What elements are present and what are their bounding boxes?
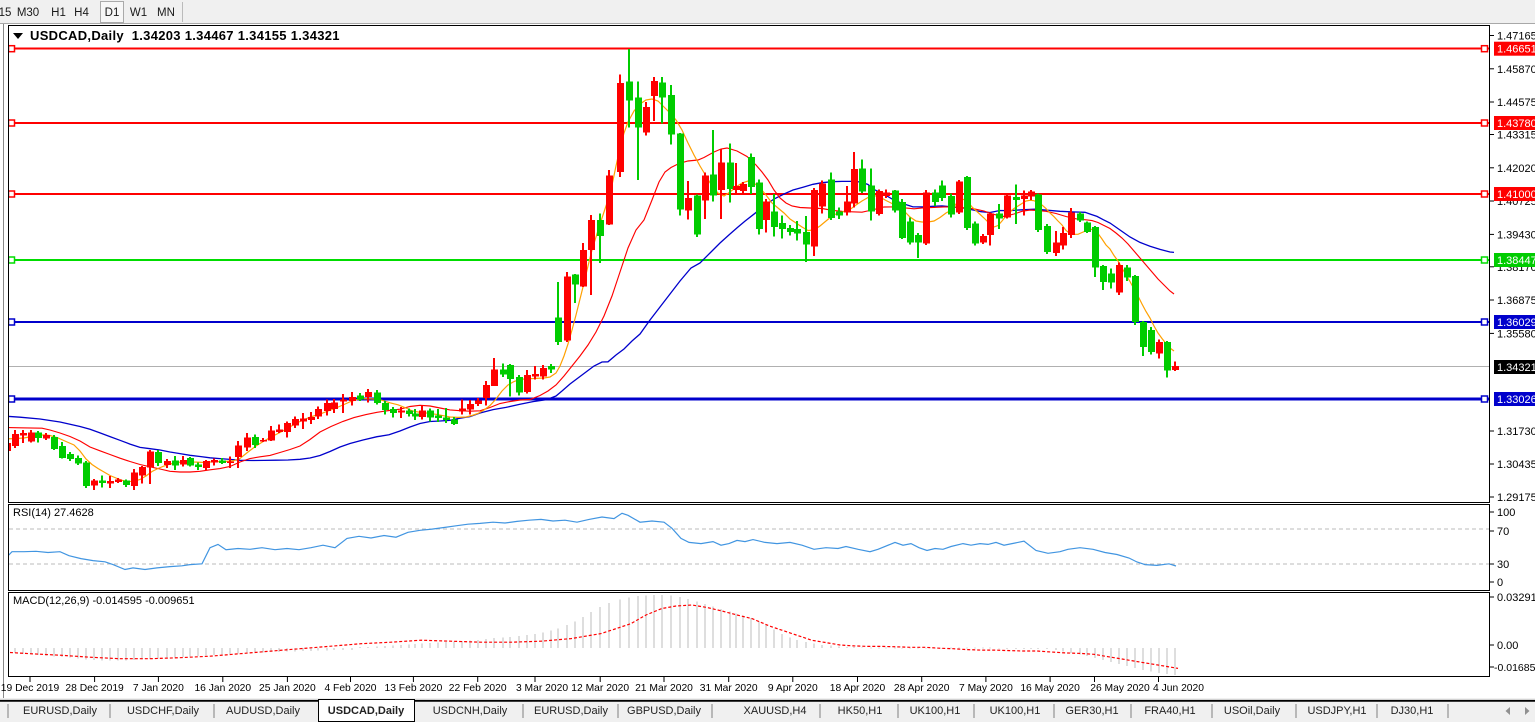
svg-text:16 Jan 2020: 16 Jan 2020 bbox=[194, 683, 251, 694]
svg-text:12 Mar 2020: 12 Mar 2020 bbox=[571, 683, 629, 694]
svg-text:RSI(14) 27.4628: RSI(14) 27.4628 bbox=[13, 507, 94, 519]
svg-text:DJ30,H1: DJ30,H1 bbox=[1391, 705, 1434, 717]
svg-text:1.30435: 1.30435 bbox=[1497, 459, 1535, 471]
svg-text:HK50,H1: HK50,H1 bbox=[838, 705, 883, 717]
svg-text:H4: H4 bbox=[74, 7, 89, 19]
svg-text:MACD(12,26,9) -0.014595 -0.009: MACD(12,26,9) -0.014595 -0.009651 bbox=[13, 595, 195, 607]
svg-text:GBPUSD,Daily: GBPUSD,Daily bbox=[627, 705, 701, 717]
svg-text:-0.016857: -0.016857 bbox=[1494, 662, 1535, 674]
svg-text:100: 100 bbox=[1497, 507, 1515, 519]
svg-text:3 Mar 2020: 3 Mar 2020 bbox=[516, 683, 568, 694]
svg-text:USOil,Daily: USOil,Daily bbox=[1224, 705, 1281, 717]
svg-text:1.33026: 1.33026 bbox=[1497, 394, 1535, 406]
svg-text:1.43780: 1.43780 bbox=[1497, 118, 1535, 130]
svg-text:70: 70 bbox=[1497, 526, 1509, 538]
svg-text:EURUSD,Daily: EURUSD,Daily bbox=[534, 705, 608, 717]
svg-text:15: 15 bbox=[0, 7, 11, 19]
svg-text:1.29175: 1.29175 bbox=[1497, 492, 1535, 504]
svg-text:M30: M30 bbox=[17, 7, 39, 19]
svg-text:21 Mar 2020: 21 Mar 2020 bbox=[635, 683, 693, 694]
svg-text:13 Feb 2020: 13 Feb 2020 bbox=[384, 683, 442, 694]
svg-text:AUDUSD,Daily: AUDUSD,Daily bbox=[226, 705, 300, 717]
svg-text:28 Dec 2019: 28 Dec 2019 bbox=[65, 683, 124, 694]
svg-text:1.45870: 1.45870 bbox=[1497, 64, 1535, 76]
svg-text:1.46651: 1.46651 bbox=[1497, 44, 1535, 56]
svg-text:1.44575: 1.44575 bbox=[1497, 97, 1535, 109]
svg-text:USDJPY,H1: USDJPY,H1 bbox=[1307, 705, 1366, 717]
svg-text:4 Feb 2020: 4 Feb 2020 bbox=[324, 683, 376, 694]
svg-text:1.38447: 1.38447 bbox=[1497, 255, 1535, 267]
svg-text:1.34321: 1.34321 bbox=[1497, 362, 1535, 374]
svg-text:UK100,H1: UK100,H1 bbox=[910, 705, 961, 717]
svg-text:7 May 2020: 7 May 2020 bbox=[959, 683, 1013, 694]
svg-text:MN: MN bbox=[157, 7, 175, 19]
svg-text:7 Jan 2020: 7 Jan 2020 bbox=[133, 683, 184, 694]
svg-text:22 Feb 2020: 22 Feb 2020 bbox=[449, 683, 507, 694]
svg-text:28 Apr 2020: 28 Apr 2020 bbox=[894, 683, 950, 694]
svg-text:USDCNH,Daily: USDCNH,Daily bbox=[433, 705, 508, 717]
svg-text:26 May 2020: 26 May 2020 bbox=[1090, 683, 1150, 694]
svg-text:EURUSD,Daily: EURUSD,Daily bbox=[23, 705, 97, 717]
svg-text:19 Dec 2019: 19 Dec 2019 bbox=[1, 683, 60, 694]
svg-text:GER30,H1: GER30,H1 bbox=[1065, 705, 1118, 717]
svg-text:0: 0 bbox=[1497, 577, 1503, 589]
svg-text:9 Apr 2020: 9 Apr 2020 bbox=[768, 683, 818, 694]
svg-text:16 May 2020: 16 May 2020 bbox=[1020, 683, 1080, 694]
svg-text:1.36029: 1.36029 bbox=[1497, 317, 1535, 329]
svg-text:1.31730: 1.31730 bbox=[1497, 426, 1535, 438]
svg-text:H1: H1 bbox=[51, 7, 66, 19]
svg-text:1.47165: 1.47165 bbox=[1497, 31, 1535, 43]
svg-text:FRA40,H1: FRA40,H1 bbox=[1144, 705, 1195, 717]
svg-text:USDCAD,Daily: USDCAD,Daily bbox=[328, 705, 405, 717]
svg-text:1.41000: 1.41000 bbox=[1497, 189, 1535, 201]
svg-text:D1: D1 bbox=[105, 7, 120, 19]
svg-text:XAUUSD,H4: XAUUSD,H4 bbox=[744, 705, 807, 717]
svg-text:USDCAD,Daily 1.34203 1.34467: USDCAD,Daily 1.34203 1.34467 1.34155 1.3… bbox=[30, 28, 340, 43]
svg-text:30: 30 bbox=[1497, 559, 1509, 571]
svg-text:1.39430: 1.39430 bbox=[1497, 229, 1535, 241]
svg-text:31 Mar 2020: 31 Mar 2020 bbox=[700, 683, 758, 694]
svg-text:1.35580: 1.35580 bbox=[1497, 328, 1535, 340]
svg-text:1.42020: 1.42020 bbox=[1497, 163, 1535, 175]
svg-text:4 Jun 2020: 4 Jun 2020 bbox=[1153, 683, 1204, 694]
svg-text:0.00: 0.00 bbox=[1497, 640, 1518, 652]
svg-text:1.43315: 1.43315 bbox=[1497, 130, 1535, 142]
svg-text:UK100,H1: UK100,H1 bbox=[990, 705, 1041, 717]
svg-text:USDCHF,Daily: USDCHF,Daily bbox=[127, 705, 200, 717]
svg-text:1.36875: 1.36875 bbox=[1497, 295, 1535, 307]
svg-text:0.03291: 0.03291 bbox=[1497, 592, 1535, 604]
svg-text:18 Apr 2020: 18 Apr 2020 bbox=[830, 683, 886, 694]
svg-text:W1: W1 bbox=[130, 7, 147, 19]
svg-text:25 Jan 2020: 25 Jan 2020 bbox=[259, 683, 316, 694]
